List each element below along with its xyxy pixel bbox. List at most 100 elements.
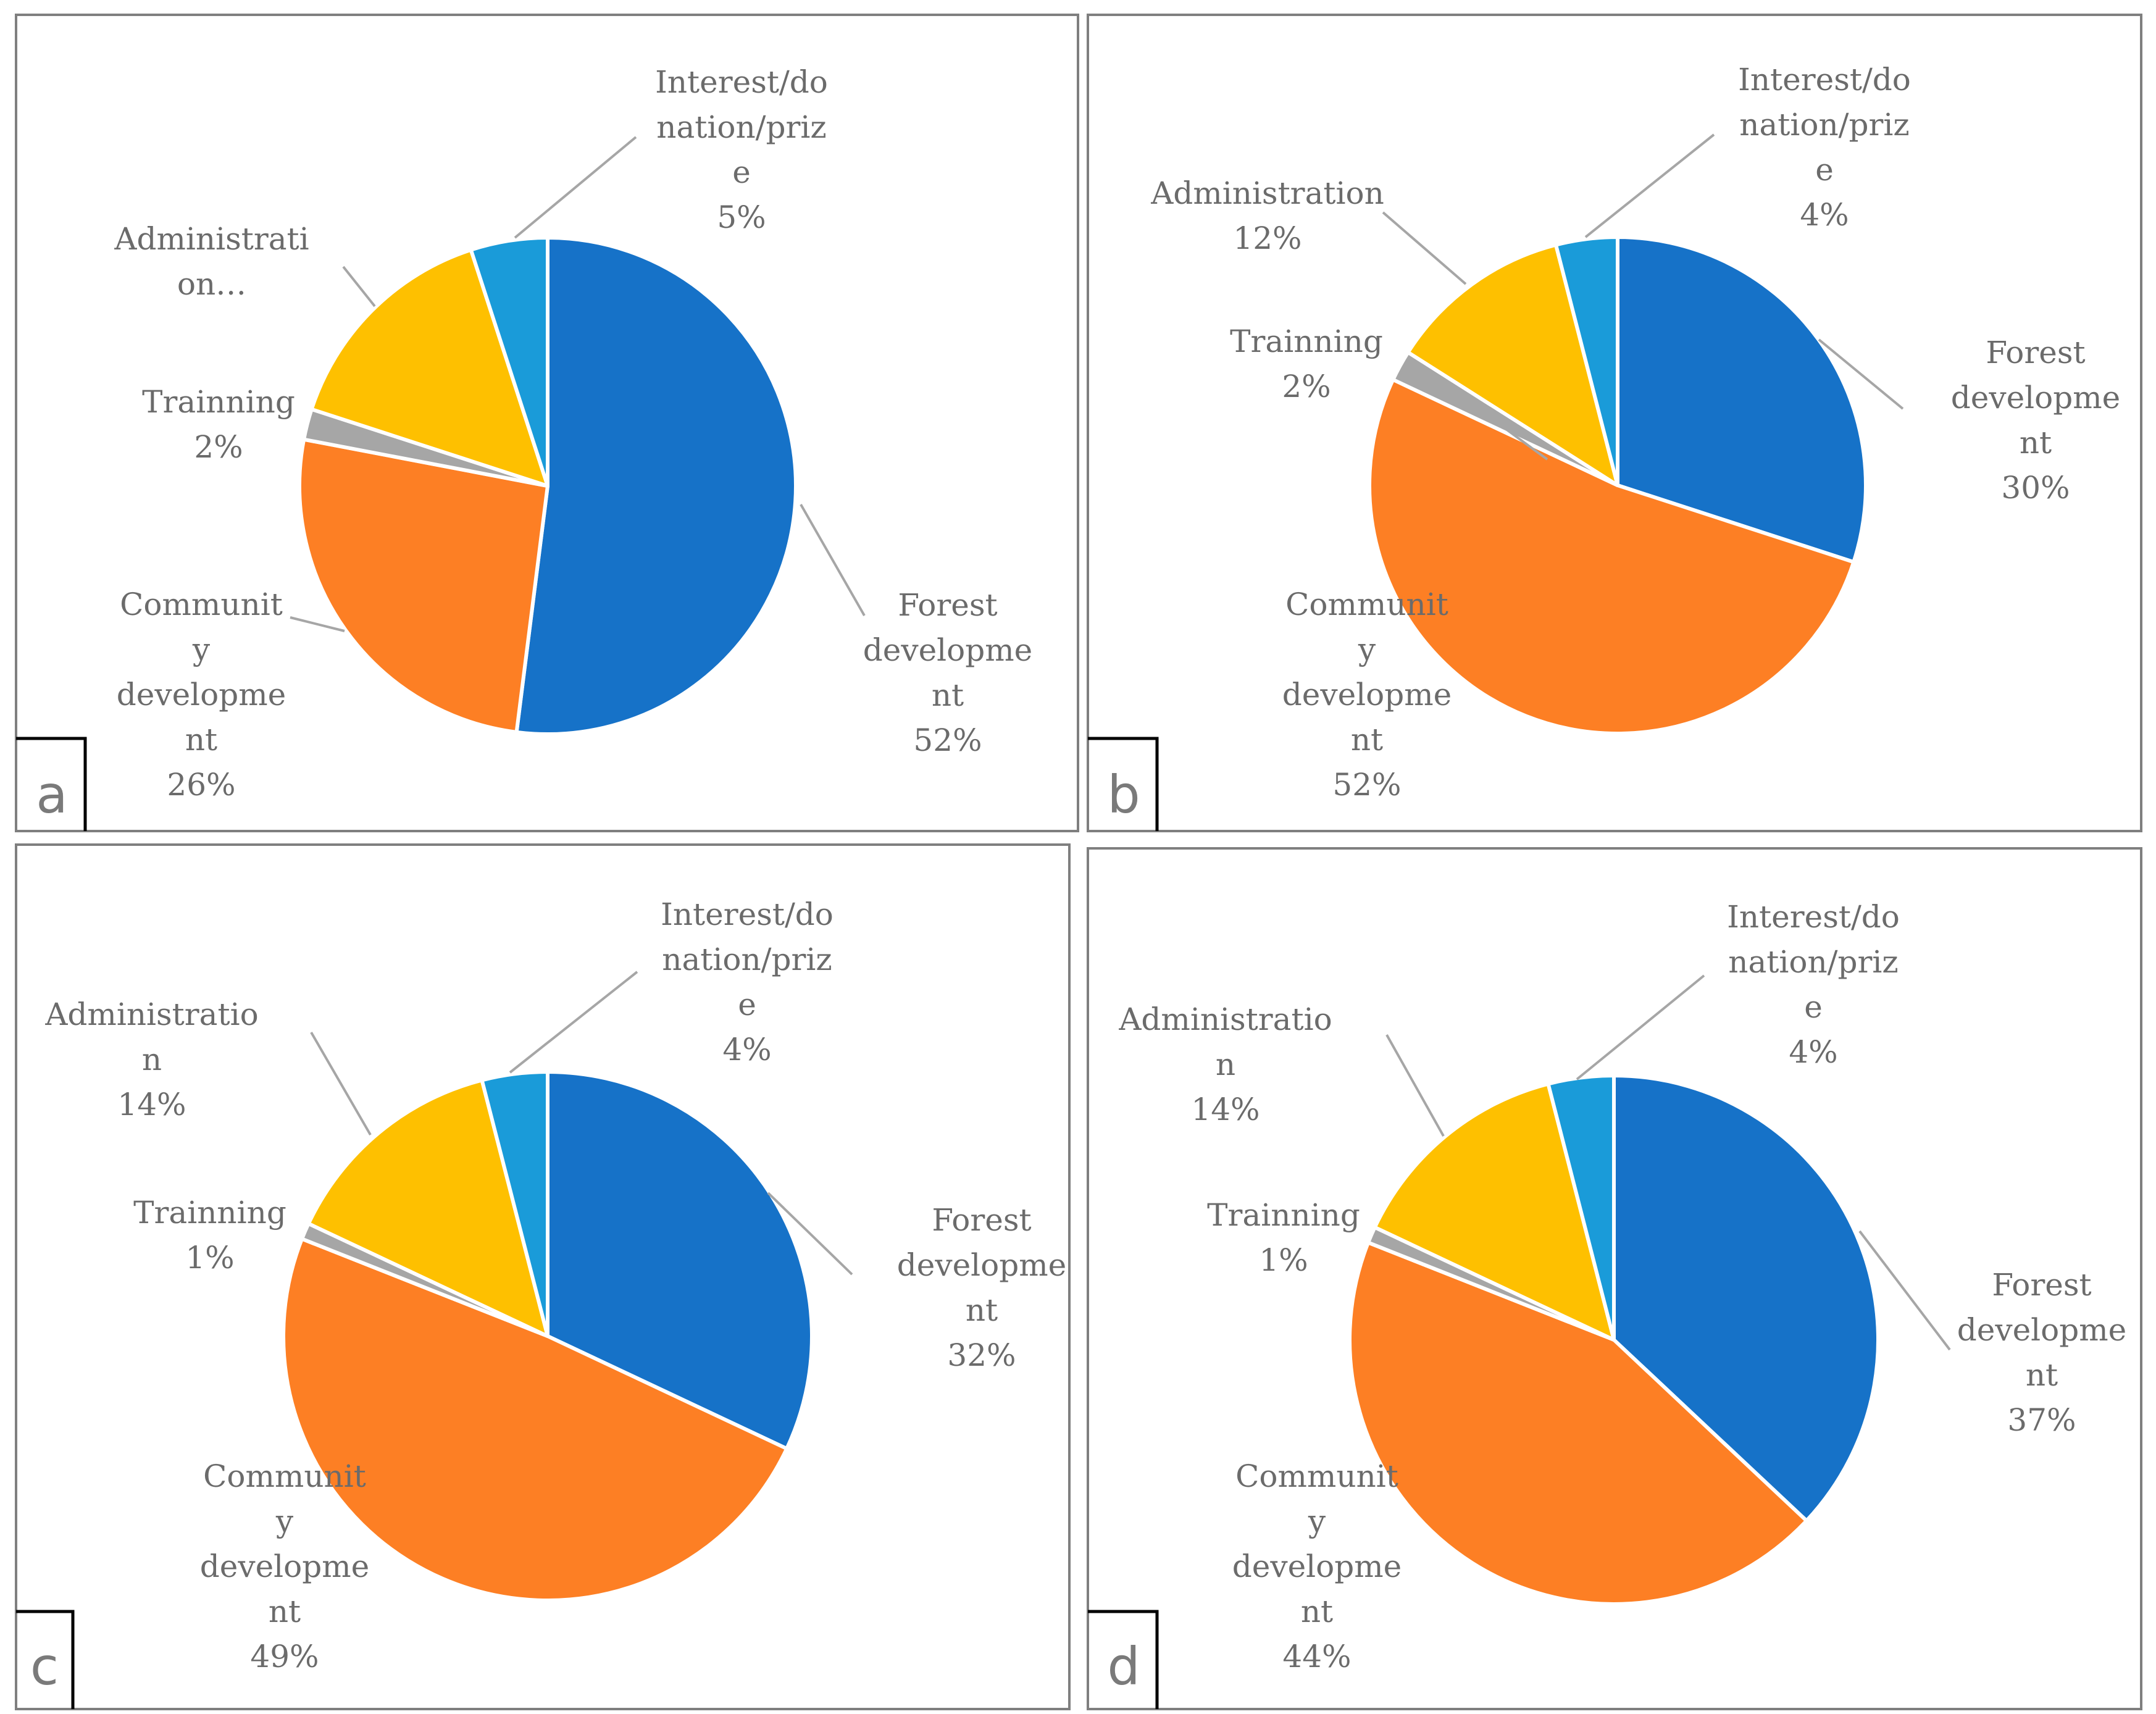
data-label-line: Forest bbox=[1986, 335, 2085, 370]
data-label-administration: Administratio n 14% bbox=[1118, 1001, 1332, 1127]
data-label-line: developme bbox=[1232, 1549, 1402, 1584]
data-label-line: 44% bbox=[1282, 1639, 1351, 1674]
leader-line-forest bbox=[800, 504, 866, 616]
leader-line-community bbox=[290, 616, 345, 632]
data-label-line: nt bbox=[185, 722, 217, 758]
data-label-line: nation/priz bbox=[1728, 944, 1899, 980]
data-label-line: 4% bbox=[722, 1032, 771, 1068]
data-label-line: Forest bbox=[898, 587, 997, 623]
data-label-training: Trainning 1% bbox=[1207, 1197, 1360, 1278]
data-label-line: 14% bbox=[1191, 1092, 1260, 1127]
data-label-line: 1% bbox=[1259, 1242, 1308, 1278]
data-label-line: e bbox=[738, 987, 756, 1022]
data-label-line: 12% bbox=[1233, 220, 1302, 256]
data-label-line: nt bbox=[1301, 1594, 1333, 1629]
data-label-line: Communit bbox=[1285, 587, 1448, 622]
data-label-line: y bbox=[275, 1503, 294, 1539]
data-label-line: y bbox=[1308, 1503, 1326, 1539]
pie-slice-administration bbox=[1406, 243, 1619, 487]
data-label-line: Trainning bbox=[142, 384, 295, 420]
pie-slice-interest bbox=[1554, 235, 1619, 487]
data-label-line: 5% bbox=[717, 199, 766, 235]
pie-panel-c: Forest developme nt 32% Communit y developme nt… bbox=[15, 843, 1071, 1710]
data-label-line: 2% bbox=[1282, 369, 1331, 404]
data-label-line: developme bbox=[897, 1247, 1067, 1283]
panel-letter: d bbox=[1107, 1636, 1140, 1697]
leader-line-administration bbox=[342, 265, 376, 307]
data-label-line: Trainning bbox=[1230, 324, 1383, 359]
pie-slice-forest bbox=[1612, 1074, 1880, 1523]
panel-letter-box bbox=[1088, 1610, 1159, 1709]
data-label-line: developme bbox=[1957, 1312, 2127, 1348]
data-label-interest: Interest/do nation/priz e 5% bbox=[655, 64, 828, 235]
data-label-line: 32% bbox=[947, 1337, 1016, 1373]
data-label-line: 1% bbox=[185, 1240, 234, 1276]
data-label-line: Administratio bbox=[44, 997, 258, 1032]
data-label-training: Trainning 1% bbox=[133, 1195, 286, 1276]
pie-slice-forest bbox=[514, 236, 798, 736]
leader-line-interest bbox=[514, 136, 637, 239]
data-label-training: Trainning 2% bbox=[142, 384, 295, 465]
data-label-interest: Interest/do nation/priz e 4% bbox=[661, 897, 834, 1068]
data-label-line: 49% bbox=[250, 1639, 319, 1674]
data-label-line: 26% bbox=[167, 767, 235, 803]
data-label-administration: Administration 12% bbox=[1150, 175, 1384, 256]
data-label-line: 14% bbox=[117, 1087, 186, 1122]
pie-panel-a: Forest developme nt 52% Communit y developme nt… bbox=[15, 14, 1079, 832]
leader-line-forest bbox=[767, 1192, 853, 1276]
data-label-line: developme bbox=[1282, 677, 1452, 713]
data-label-line: 37% bbox=[2007, 1402, 2076, 1438]
leader-line-interest bbox=[509, 971, 638, 1074]
panel-letter: c bbox=[30, 1636, 59, 1697]
data-label-line: developme bbox=[863, 632, 1033, 668]
panel-letter: b bbox=[1107, 764, 1140, 825]
data-label-training: Trainning 2% bbox=[1230, 324, 1383, 404]
pie-panel-b: Forest developme nt 30% Communit y developme nt… bbox=[1087, 14, 2142, 832]
data-label-line: Forest bbox=[1992, 1267, 2091, 1303]
pie-slice-interest bbox=[480, 1070, 549, 1338]
data-label-line: n bbox=[142, 1042, 162, 1077]
data-label-line: y bbox=[192, 632, 211, 667]
data-label-line: Forest bbox=[932, 1202, 1031, 1238]
data-label-line: Administration bbox=[1150, 175, 1384, 211]
data-label-forest: Forest developme nt 30% bbox=[1951, 335, 2121, 506]
data-label-line: Interest/do bbox=[1727, 899, 1900, 935]
data-label-line: on… bbox=[177, 266, 246, 302]
pie-slice-community bbox=[1368, 377, 1856, 735]
data-label-line: 4% bbox=[1800, 197, 1849, 233]
leader-line-training bbox=[1416, 363, 1548, 461]
data-label-line: Interest/do bbox=[661, 897, 834, 932]
data-label-line: Trainning bbox=[133, 1195, 286, 1231]
data-label-line: 2% bbox=[194, 429, 243, 465]
panel-letter-box bbox=[1088, 737, 1159, 831]
data-label-line: Trainning bbox=[1207, 1197, 1360, 1233]
data-label-line: Interest/do bbox=[1738, 62, 1911, 98]
pie-panel-d: Forest developme nt 37% Communit y developme nt… bbox=[1087, 847, 2142, 1710]
data-label-line: 30% bbox=[2001, 470, 2070, 506]
data-label-line: Communit bbox=[203, 1458, 366, 1494]
data-label-line: developme bbox=[1951, 380, 2121, 416]
data-label-line: y bbox=[1358, 632, 1376, 667]
data-label-line: e bbox=[1815, 152, 1834, 188]
pie-slice-forest bbox=[1616, 235, 1868, 564]
data-label-line: Interest/do bbox=[655, 64, 828, 100]
leader-line-administration bbox=[310, 1031, 372, 1136]
pie-slice-community bbox=[282, 1237, 789, 1603]
leader-line-administration bbox=[1382, 211, 1467, 285]
data-label-line: developme bbox=[117, 677, 286, 713]
data-label-line: 4% bbox=[1789, 1034, 1837, 1070]
data-label-line: developme bbox=[200, 1549, 370, 1584]
data-label-line: nt bbox=[1351, 722, 1383, 758]
leader-line-forest bbox=[1818, 338, 1904, 410]
data-label-interest: Interest/do nation/priz e 4% bbox=[1727, 899, 1900, 1070]
data-label-forest: Forest developme nt 52% bbox=[863, 587, 1033, 758]
data-label-line: e bbox=[1804, 989, 1823, 1025]
data-label-line: nt bbox=[269, 1594, 301, 1629]
data-label-community: Communit y developme nt 52% bbox=[1282, 587, 1452, 803]
data-label-line: Administratio bbox=[1118, 1001, 1332, 1037]
data-label-line: nt bbox=[932, 677, 964, 713]
data-label-line: nt bbox=[966, 1292, 998, 1328]
leader-line-interest bbox=[1576, 974, 1705, 1081]
data-label-line: Administrati bbox=[114, 221, 309, 257]
